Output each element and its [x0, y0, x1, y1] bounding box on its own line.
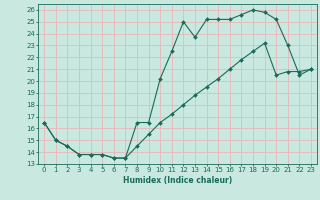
X-axis label: Humidex (Indice chaleur): Humidex (Indice chaleur) — [123, 176, 232, 185]
